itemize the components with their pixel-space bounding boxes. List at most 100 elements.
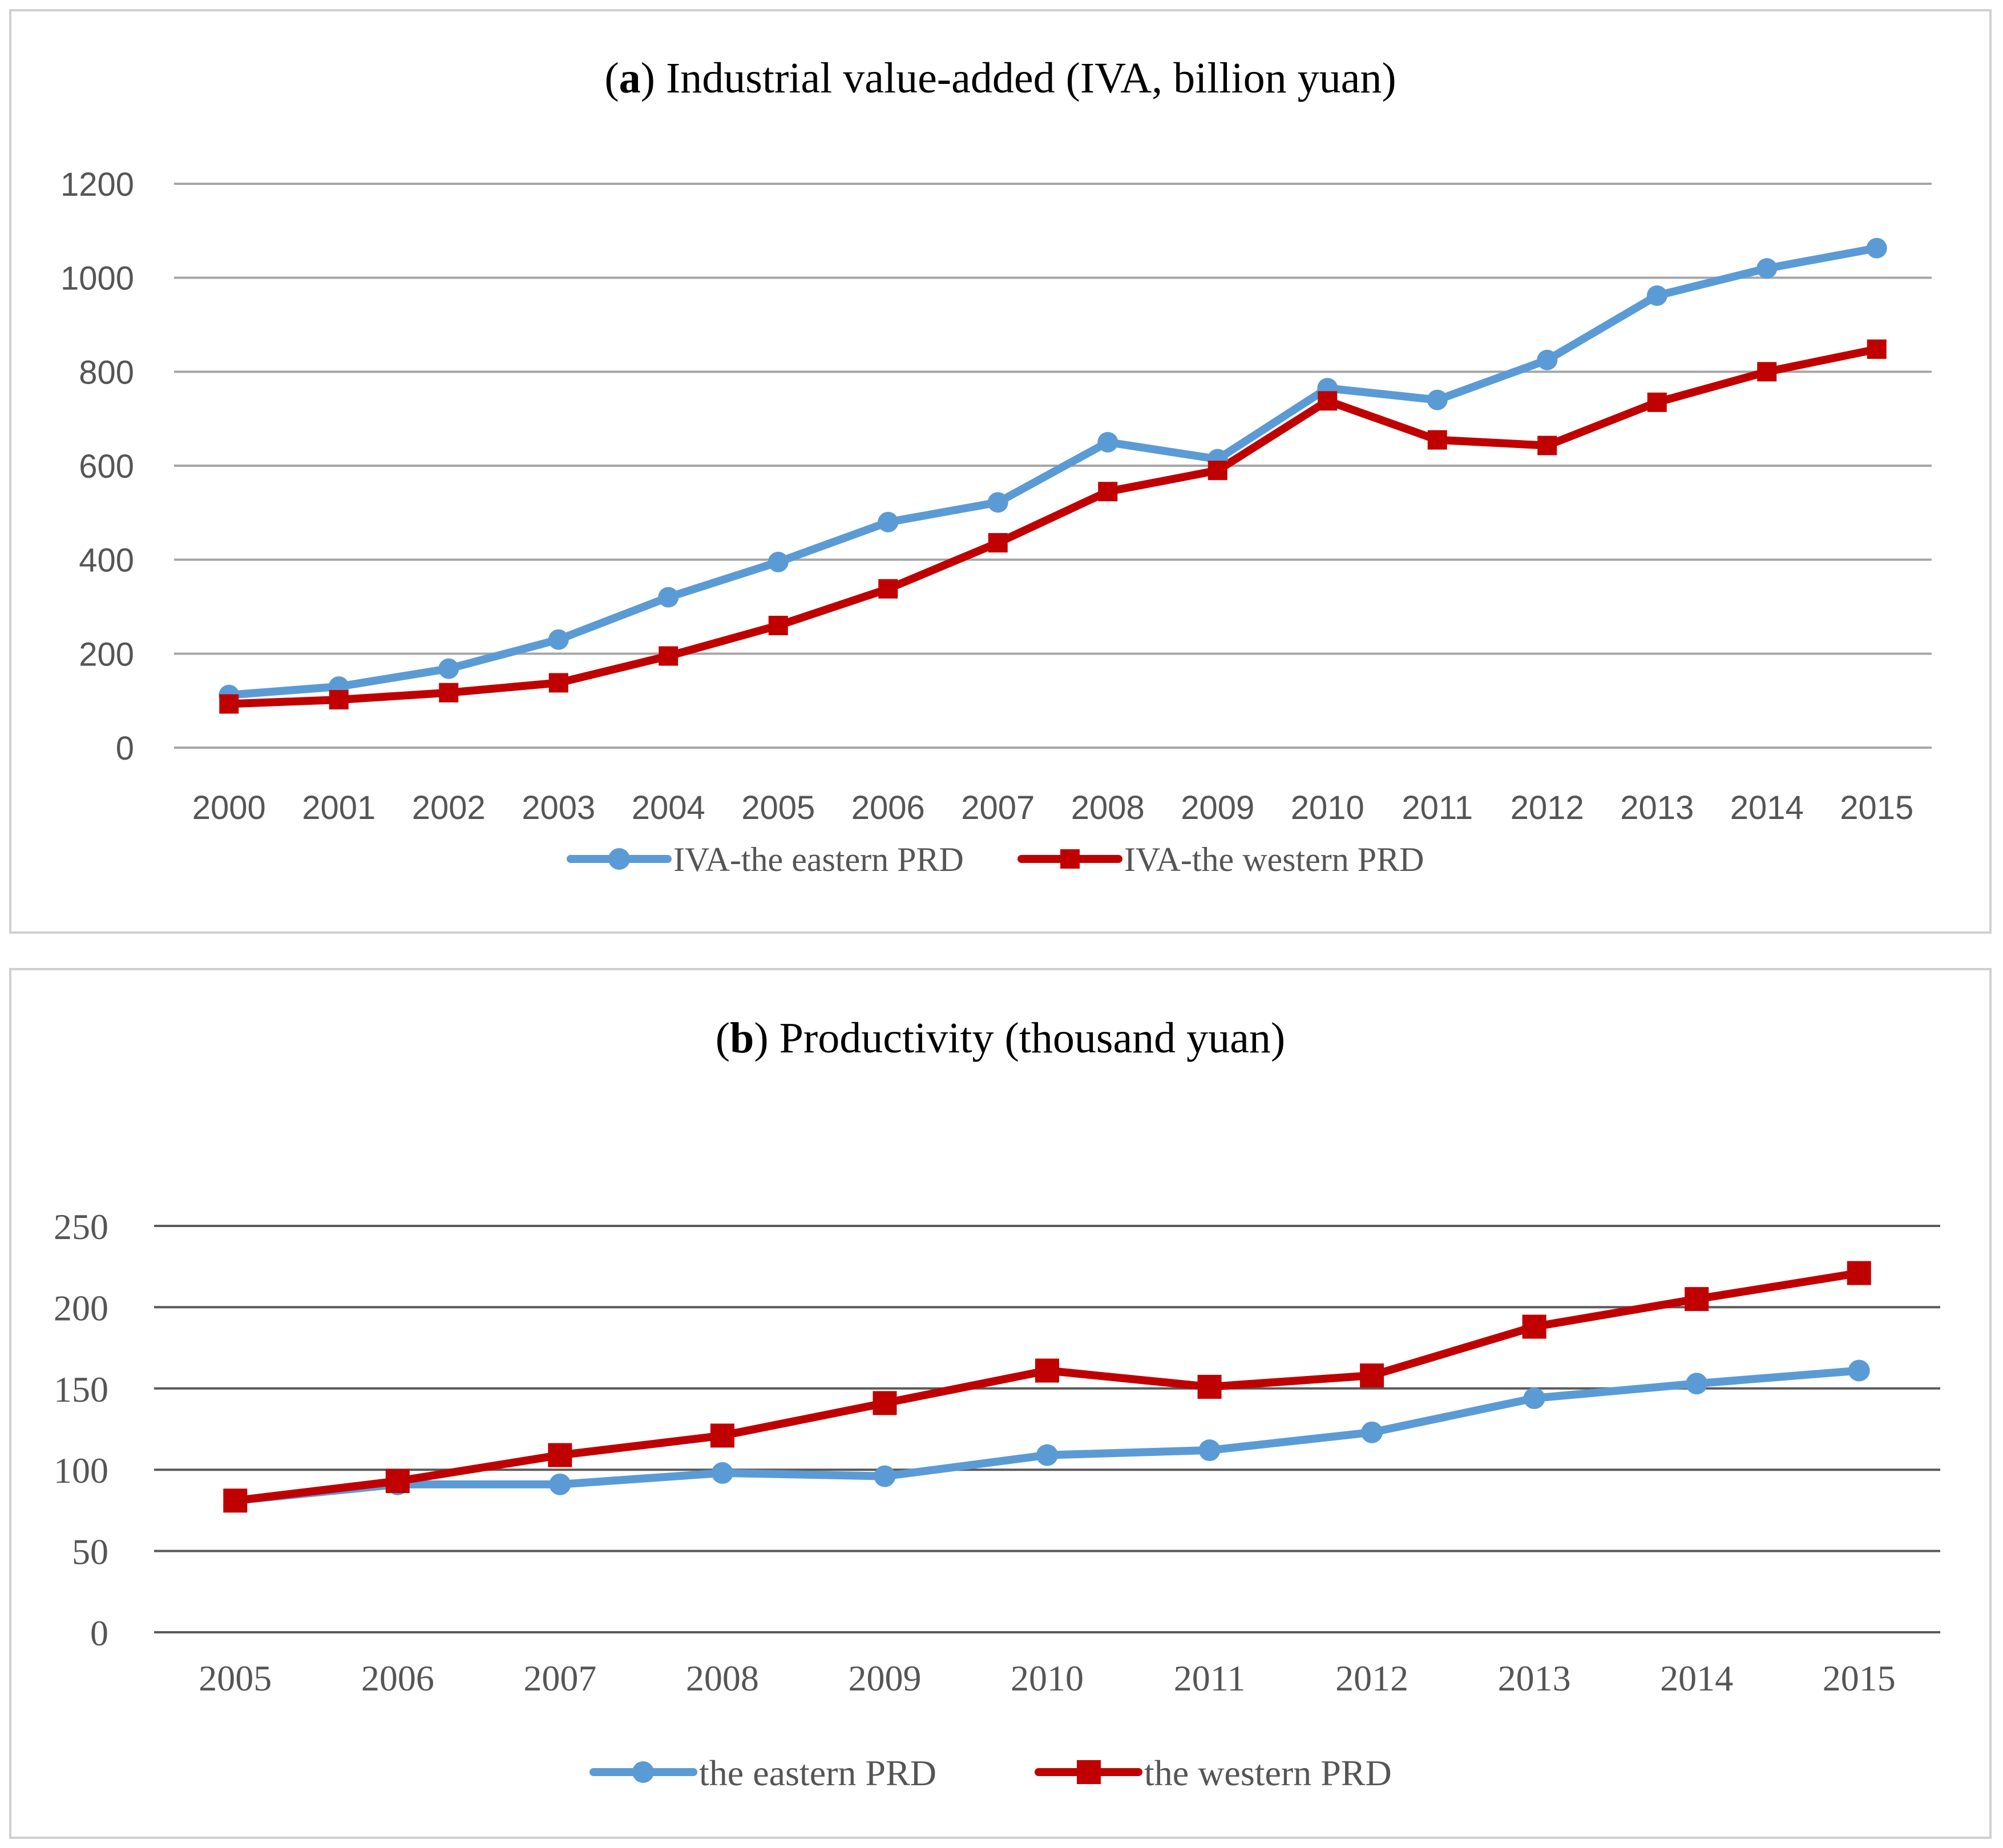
- y-tick-label: 800: [79, 354, 134, 391]
- x-tick-label: 2006: [361, 1658, 434, 1698]
- data-point: [874, 1465, 896, 1487]
- data-point: [659, 646, 679, 666]
- data-point: [223, 1488, 248, 1513]
- data-point: [329, 690, 349, 710]
- legend-eastern-label: the eastern PRD: [699, 1753, 936, 1793]
- legend-eastern-marker: [632, 1761, 654, 1783]
- y-tick-label: 50: [72, 1532, 108, 1572]
- data-point: [548, 1443, 572, 1467]
- data-point: [873, 1391, 897, 1415]
- data-point: [1198, 1439, 1221, 1462]
- data-point: [1318, 391, 1338, 411]
- data-point: [711, 1462, 733, 1484]
- series-group: [219, 237, 1887, 714]
- data-point: [768, 615, 788, 635]
- x-tick-label: 2005: [741, 789, 815, 826]
- chart-panel-productivity: (b) Productivity (thousand yuan) 0 50 100 1…: [9, 968, 1992, 1839]
- data-point: [1523, 1387, 1545, 1409]
- data-point: [1757, 362, 1777, 382]
- data-point: [1360, 1363, 1384, 1388]
- x-tick-label: 2005: [199, 1658, 272, 1698]
- chart-title: (a) Industrial value-added (IVA, billion…: [604, 54, 1396, 102]
- legend-western-label: the western PRD: [1144, 1753, 1392, 1793]
- x-tick-label: 2015: [1840, 789, 1913, 826]
- y-axis-ticks: 0 200 400 600 800 1000 1200: [60, 166, 134, 767]
- data-point: [549, 1473, 571, 1495]
- data-point: [878, 579, 898, 599]
- data-point: [1847, 1261, 1871, 1285]
- y-axis-ticks: 0 50 100 150 200 250: [54, 1207, 108, 1653]
- legend: the eastern PRD the western PRD: [589, 1753, 1392, 1793]
- x-tick-label: 2009: [848, 1658, 921, 1698]
- data-point: [385, 1469, 410, 1494]
- y-tick-label: 200: [54, 1288, 108, 1328]
- y-tick-label: 250: [54, 1207, 108, 1247]
- gridlines: [154, 1225, 1940, 1633]
- data-point: [1686, 1373, 1708, 1395]
- x-tick-label: 2013: [1620, 789, 1694, 826]
- x-tick-label: 2002: [412, 789, 486, 826]
- x-tick-label: 2008: [686, 1658, 759, 1698]
- data-point: [1685, 1287, 1709, 1312]
- x-axis-ticks: 2000 2001 2002 2003 2004 2005 2006 2007 2008 2009…: [192, 789, 1914, 826]
- legend-western-marker: [1060, 849, 1080, 869]
- y-tick-label: 100: [54, 1450, 108, 1491]
- legend-eastern-marker: [608, 848, 630, 870]
- x-tick-label: 2015: [1823, 1658, 1896, 1698]
- x-tick-label: 2000: [192, 789, 266, 826]
- data-point: [768, 551, 789, 572]
- chart-title-text: ) Industrial value-added (IVA, billion y…: [641, 54, 1396, 102]
- data-point: [1646, 285, 1667, 306]
- legend-eastern-label: IVA-the eastern PRD: [673, 841, 964, 878]
- data-point: [1098, 482, 1118, 502]
- data-point: [219, 694, 239, 714]
- series-group: [223, 1261, 1871, 1513]
- series-line-western: [225, 345, 1881, 708]
- data-point: [988, 533, 1008, 553]
- data-point: [1427, 430, 1447, 450]
- data-point: [1427, 389, 1448, 410]
- data-point: [1866, 237, 1887, 259]
- x-tick-label: 2012: [1335, 1658, 1408, 1698]
- y-tick-label: 0: [90, 1613, 108, 1653]
- data-point: [1647, 392, 1667, 412]
- series-line-eastern: [231, 1366, 1863, 1505]
- chart-title: (b) Productivity (thousand yuan): [716, 1014, 1285, 1062]
- data-point: [1537, 349, 1558, 370]
- x-tick-label: 2001: [302, 789, 375, 826]
- x-tick-label: 2007: [961, 789, 1035, 826]
- y-tick-label: 0: [116, 730, 134, 767]
- y-tick-label: 150: [54, 1369, 108, 1410]
- y-tick-label: 200: [79, 636, 134, 673]
- data-point: [438, 658, 459, 679]
- y-tick-label: 1200: [60, 166, 134, 203]
- data-point: [987, 492, 1008, 513]
- data-point: [1756, 258, 1778, 279]
- chart-title-label: a: [619, 54, 641, 102]
- data-point: [1522, 1314, 1546, 1339]
- chart-panel-iva: (a) Industrial value-added (IVA, billion…: [9, 9, 1992, 934]
- x-tick-label: 2004: [632, 789, 705, 826]
- data-point: [710, 1423, 734, 1448]
- iva-chart: (a) Industrial value-added (IVA, billion…: [60, 54, 1932, 878]
- data-point: [1361, 1421, 1383, 1443]
- data-point: [658, 587, 679, 608]
- data-point: [548, 673, 568, 693]
- gridlines: [174, 183, 1932, 749]
- x-tick-label: 2007: [523, 1658, 596, 1698]
- series-line-eastern: [225, 244, 1881, 699]
- x-tick-label: 2011: [1402, 789, 1473, 826]
- x-tick-label: 2006: [851, 789, 925, 826]
- x-tick-label: 2010: [1011, 1658, 1084, 1698]
- data-point: [1097, 431, 1118, 453]
- legend-western-label: IVA-the western PRD: [1124, 841, 1424, 878]
- legend-western-marker: [1077, 1760, 1101, 1784]
- x-tick-label: 2008: [1071, 789, 1145, 826]
- data-point: [439, 683, 459, 703]
- x-tick-label: 2012: [1511, 789, 1584, 826]
- data-point: [1036, 1444, 1058, 1466]
- x-tick-label: 2010: [1291, 789, 1364, 826]
- x-tick-label: 2009: [1181, 789, 1254, 826]
- y-tick-label: 400: [79, 542, 134, 579]
- legend: IVA-the eastern PRD IVA-the western PRD: [567, 841, 1424, 878]
